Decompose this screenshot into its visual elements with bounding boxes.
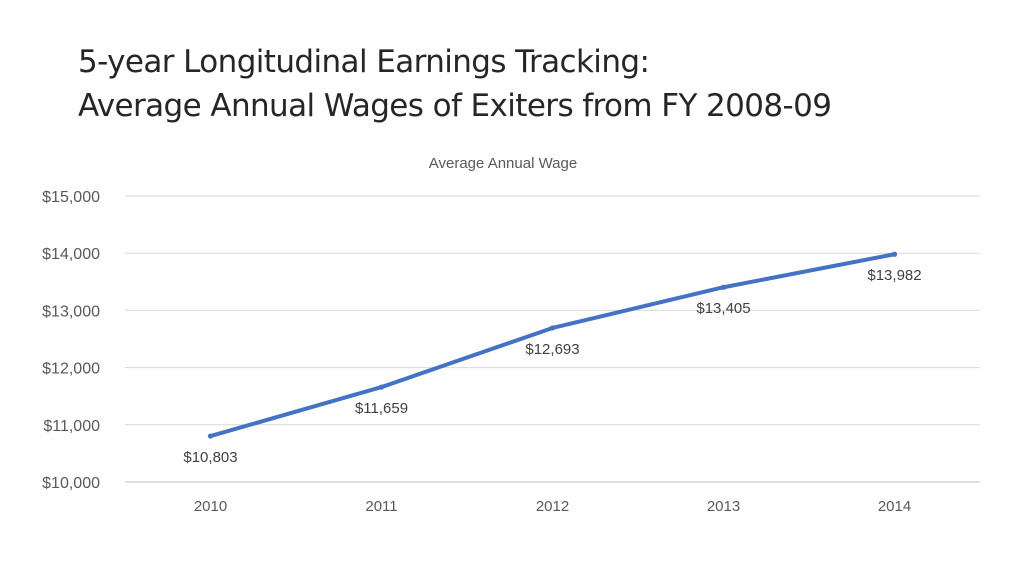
data-point xyxy=(891,251,898,257)
series-group xyxy=(207,251,898,439)
data-labels: $10,803 $11,659 $12,693 $13,405 $13,982 xyxy=(183,267,921,466)
x-axis: 2010 2011 2012 2013 2014 xyxy=(194,498,911,515)
y-tick-label: $13,000 xyxy=(42,303,100,320)
x-tick-label: 2012 xyxy=(536,498,569,515)
data-point xyxy=(720,284,727,290)
gridlines xyxy=(125,195,980,483)
data-point xyxy=(549,325,556,331)
y-tick-label: $10,000 xyxy=(42,475,100,492)
data-label: $13,982 xyxy=(867,267,921,284)
data-label: $13,405 xyxy=(696,300,750,317)
slide-title-line-2: Average Annual Wages of Exiters from FY … xyxy=(78,88,832,124)
slide-title-line-1: 5-year Longitudinal Earnings Tracking: xyxy=(78,44,650,80)
chart-title: Average Annual Wage xyxy=(429,155,577,172)
x-tick-label: 2014 xyxy=(878,498,911,515)
y-tick-label: $11,000 xyxy=(43,418,100,435)
data-point xyxy=(378,384,385,390)
data-label: $10,803 xyxy=(183,449,237,466)
x-tick-label: 2011 xyxy=(365,498,397,515)
x-tick-label: 2013 xyxy=(707,498,740,515)
data-label: $12,693 xyxy=(525,341,579,358)
data-label: $11,659 xyxy=(355,400,408,417)
y-tick-label: $15,000 xyxy=(42,189,100,206)
data-point xyxy=(207,433,214,439)
x-tick-label: 2010 xyxy=(194,498,227,515)
y-tick-label: $14,000 xyxy=(42,246,100,263)
y-axis: $10,000 $11,000 $12,000 $13,000 $14,000 $15,0… xyxy=(42,189,100,492)
y-tick-label: $12,000 xyxy=(42,361,100,378)
slide-title: 5-year Longitudinal Earnings Tracking: A… xyxy=(78,40,832,128)
